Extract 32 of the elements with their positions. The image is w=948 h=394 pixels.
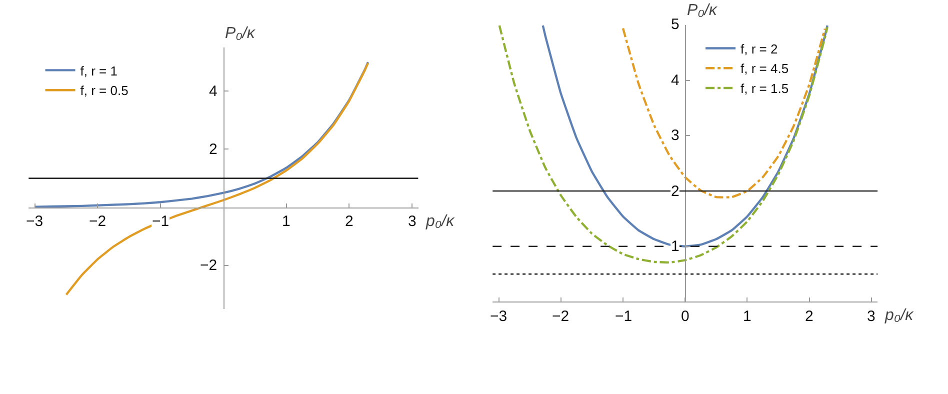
x-tick-label: 0 — [681, 308, 690, 325]
line-series — [65, 62, 370, 296]
x-tick-label: −2 — [552, 308, 570, 325]
y-tick-label: 2 — [671, 183, 680, 200]
x-tick-label: −2 — [89, 213, 106, 230]
y-axis-title: P₀/κ — [225, 25, 256, 42]
x-tick-label: 2 — [345, 213, 354, 230]
legend-label: f, r = 4.5 — [740, 61, 789, 76]
legend-label: f, r = 2 — [740, 41, 778, 56]
x-tick-label: 1 — [743, 308, 752, 325]
y-tick-label: 4 — [671, 72, 680, 89]
x-tick-label: −3 — [490, 308, 508, 325]
x-tick-label: 3 — [408, 213, 416, 230]
y-tick-label: 3 — [671, 127, 680, 144]
x-tick-label: −1 — [152, 213, 170, 230]
y-tick-label: −2 — [200, 257, 218, 274]
y-tick-label: 1 — [671, 238, 680, 255]
x-tick-label: −1 — [615, 308, 632, 325]
x-axis-title: p₀/κ — [884, 307, 914, 324]
legend-label: f, r = 0.5 — [80, 83, 128, 98]
legend-label: f, r = 1 — [80, 63, 118, 78]
x-tick-label: −3 — [26, 213, 44, 230]
x-tick-label: 3 — [867, 308, 876, 325]
y-axis-title: P₀/κ — [687, 2, 718, 19]
x-tick-label: 1 — [282, 213, 290, 230]
y-tick-label: 2 — [209, 141, 218, 158]
y-tick-label: 5 — [671, 16, 680, 33]
x-axis-title: p₀/κ — [425, 213, 456, 230]
legend-label: f, r = 1.5 — [740, 81, 789, 96]
y-tick-label: 4 — [209, 83, 218, 100]
x-tick-label: 2 — [805, 308, 814, 325]
line-series — [34, 61, 370, 208]
